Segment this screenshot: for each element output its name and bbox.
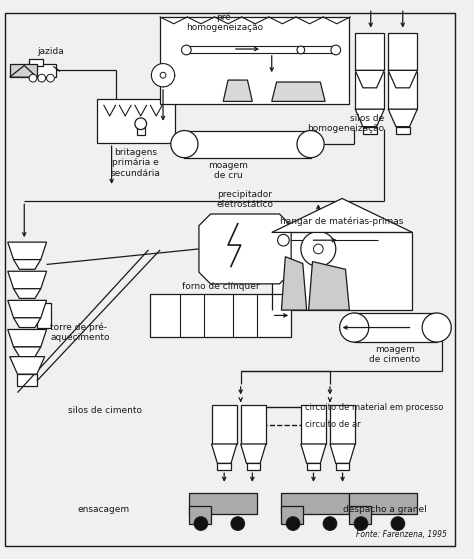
Bar bbox=[160, 17, 349, 105]
Polygon shape bbox=[241, 444, 266, 463]
Polygon shape bbox=[388, 109, 417, 127]
Circle shape bbox=[340, 313, 369, 342]
Polygon shape bbox=[199, 214, 291, 284]
Bar bbox=[307, 463, 320, 470]
Bar bbox=[349, 492, 417, 514]
Circle shape bbox=[297, 46, 305, 54]
Text: torre de pré-
aquecimento: torre de pré- aquecimento bbox=[50, 323, 110, 342]
Text: circuito de ar: circuito de ar bbox=[305, 420, 360, 429]
Bar bbox=[211, 405, 237, 444]
Polygon shape bbox=[272, 82, 325, 101]
Circle shape bbox=[422, 313, 451, 342]
Text: precipitador
eletrostático: precipitador eletrostático bbox=[216, 190, 273, 209]
Polygon shape bbox=[8, 242, 46, 259]
Circle shape bbox=[331, 45, 341, 55]
Bar bbox=[363, 88, 376, 96]
Circle shape bbox=[231, 517, 245, 530]
Polygon shape bbox=[14, 347, 41, 357]
Polygon shape bbox=[8, 300, 46, 318]
Circle shape bbox=[297, 131, 324, 158]
Text: britagens
primária e
secundária: britagens primária e secundária bbox=[111, 148, 161, 178]
Bar bbox=[189, 492, 257, 514]
Circle shape bbox=[29, 74, 37, 82]
Polygon shape bbox=[282, 257, 307, 310]
Circle shape bbox=[391, 517, 405, 530]
Circle shape bbox=[171, 131, 198, 158]
Bar bbox=[330, 405, 355, 444]
Bar bbox=[27, 64, 56, 77]
Bar bbox=[246, 463, 260, 470]
Bar bbox=[388, 34, 417, 70]
Bar bbox=[301, 405, 326, 444]
Text: silos de cimento: silos de cimento bbox=[68, 405, 142, 415]
Bar bbox=[396, 88, 410, 96]
Circle shape bbox=[301, 231, 336, 267]
Circle shape bbox=[151, 64, 175, 87]
Bar bbox=[189, 506, 210, 524]
Circle shape bbox=[323, 517, 337, 530]
Text: jazida: jazida bbox=[37, 47, 64, 56]
Bar bbox=[37, 304, 52, 328]
Polygon shape bbox=[223, 80, 252, 101]
Polygon shape bbox=[9, 65, 37, 77]
Bar bbox=[282, 492, 349, 514]
Text: circuito de material em processo: circuito de material em processo bbox=[305, 402, 443, 411]
Bar bbox=[388, 72, 417, 109]
Polygon shape bbox=[355, 70, 384, 88]
Polygon shape bbox=[355, 109, 384, 127]
Text: forno de clínquer: forno de clínquer bbox=[182, 282, 260, 291]
Polygon shape bbox=[8, 271, 46, 288]
Text: Fonte: Farenzena, 1995: Fonte: Farenzena, 1995 bbox=[356, 530, 447, 539]
Bar bbox=[336, 463, 349, 470]
Circle shape bbox=[46, 74, 55, 82]
Text: moagem
de cimento: moagem de cimento bbox=[369, 345, 420, 364]
Polygon shape bbox=[309, 262, 349, 310]
Text: pré-
homogeneização: pré- homogeneização bbox=[187, 12, 264, 32]
Bar bbox=[282, 506, 303, 524]
Polygon shape bbox=[14, 288, 41, 299]
Bar bbox=[137, 126, 145, 135]
Polygon shape bbox=[14, 318, 41, 328]
Circle shape bbox=[313, 244, 323, 254]
Bar bbox=[354, 313, 437, 342]
Text: moagem
de cru: moagem de cru bbox=[208, 160, 248, 180]
Bar bbox=[97, 100, 175, 143]
Polygon shape bbox=[330, 444, 355, 463]
Circle shape bbox=[286, 517, 300, 530]
Text: silos de
homogeneização: silos de homogeneização bbox=[307, 114, 384, 134]
Circle shape bbox=[354, 517, 368, 530]
Polygon shape bbox=[388, 70, 417, 88]
Polygon shape bbox=[9, 64, 37, 77]
Circle shape bbox=[182, 45, 191, 55]
Text: ensacagem: ensacagem bbox=[78, 505, 130, 514]
Circle shape bbox=[194, 517, 208, 530]
Bar bbox=[184, 131, 310, 158]
Circle shape bbox=[135, 118, 146, 130]
Circle shape bbox=[278, 234, 289, 246]
Bar bbox=[396, 127, 410, 134]
Bar bbox=[349, 506, 371, 524]
Bar bbox=[150, 293, 291, 337]
Polygon shape bbox=[9, 357, 45, 374]
Circle shape bbox=[160, 72, 166, 78]
Polygon shape bbox=[301, 444, 326, 463]
Polygon shape bbox=[211, 444, 237, 463]
Bar bbox=[272, 233, 412, 310]
Bar bbox=[355, 72, 384, 109]
Bar bbox=[355, 34, 384, 70]
Polygon shape bbox=[272, 198, 412, 233]
Bar bbox=[241, 405, 266, 444]
Bar bbox=[363, 127, 376, 134]
Circle shape bbox=[38, 74, 46, 82]
Polygon shape bbox=[8, 329, 46, 347]
Text: hangar de matérias-primas: hangar de matérias-primas bbox=[280, 216, 403, 226]
Bar bbox=[218, 463, 231, 470]
Text: despacho a granel: despacho a granel bbox=[343, 505, 427, 514]
Bar bbox=[18, 374, 37, 386]
Polygon shape bbox=[14, 259, 41, 269]
Bar bbox=[29, 59, 43, 67]
